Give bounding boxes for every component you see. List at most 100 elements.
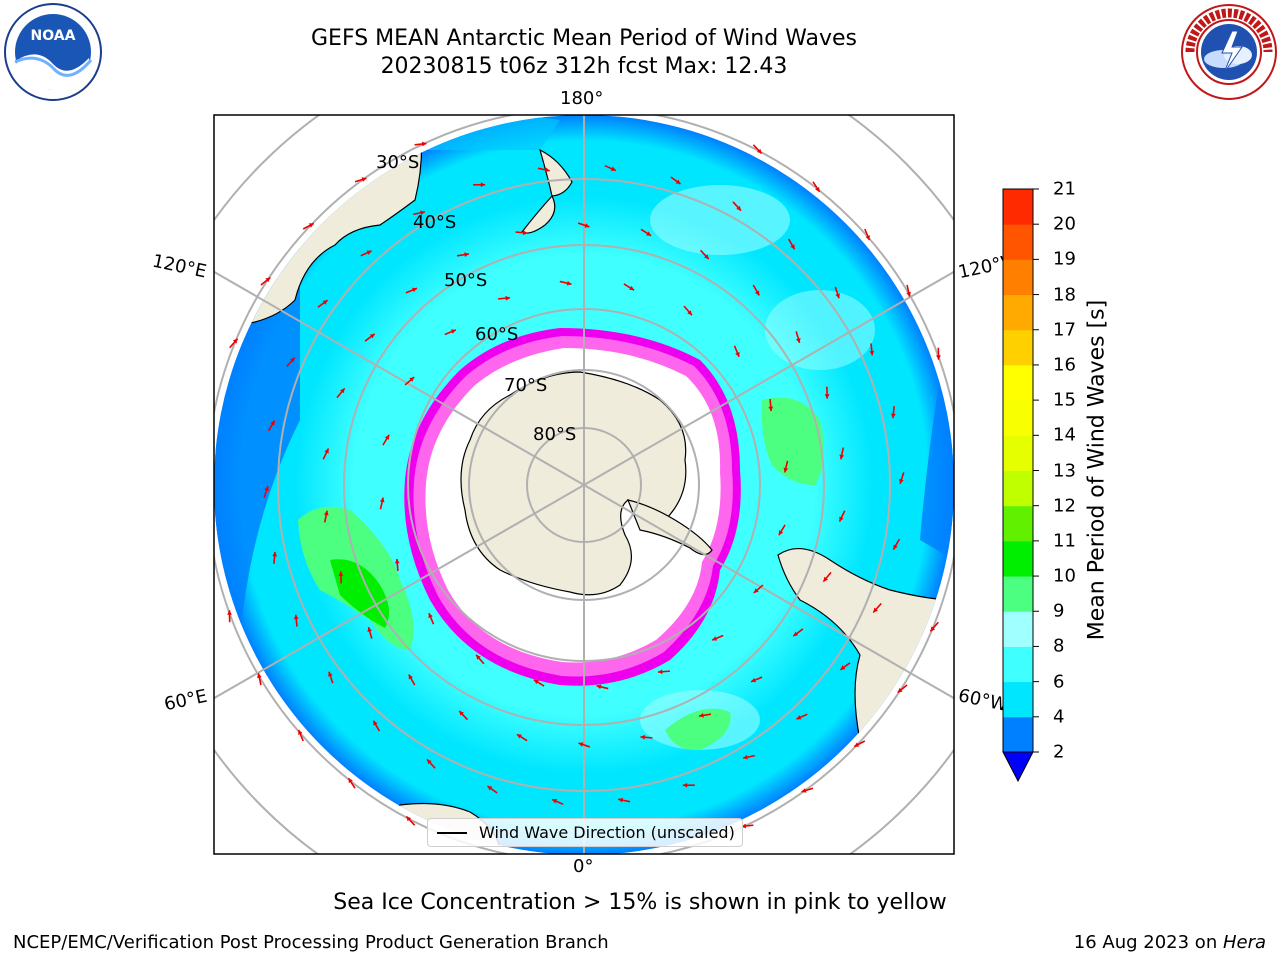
wave-arrow-head [795,338,801,343]
wave-arrow-head [544,167,550,173]
colorbar-tick-label: 11 [1053,530,1076,552]
nws-logo [1181,4,1277,100]
wave-arrow-head [308,223,314,228]
colorbar-tick-label: 17 [1053,319,1076,341]
svg-text:NOAA: NOAA [31,28,76,44]
colorbar-tick-label: 8 [1053,635,1065,657]
wave-arrow-head [322,300,328,305]
colorbar-tick-label: 14 [1053,424,1076,446]
wave-arrow-head [420,210,425,216]
long-period-core-indian [330,559,389,628]
wave-arrow-head [361,177,367,182]
colorbar-tick-label: 9 [1053,600,1065,622]
wave-arrow-head [897,687,903,693]
wave-arrow-head [323,510,329,516]
footer-branch: NCEP/EMC/Verification Post Processing Pr… [13,932,609,953]
colorbar-tick-label: 13 [1053,460,1076,481]
wave-arrow-head [756,148,762,154]
wave-arrow-head [865,235,870,241]
colorbar-tick-label: 12 [1053,495,1076,517]
wave-arrow-head [369,333,375,339]
land-antarctica [460,371,687,596]
wave-arrow-head [778,530,784,536]
wave-arrow-head [298,729,303,735]
wave-arrow-head [753,588,759,593]
wave-arrow-head [272,551,278,557]
wave-arrow-head [899,478,904,484]
colorbar-segment [1003,189,1033,225]
wave-arrow-head [227,610,232,615]
wave-arrow-head [324,448,329,454]
light-patch [650,185,790,255]
footer-host: Hera [1222,932,1266,953]
lon-label-top: 180° [560,88,604,109]
wave-arrow-head [712,636,718,641]
wave-arrow-head [930,626,936,632]
wave-arrow-head [596,684,602,690]
wave-arrow-head [754,290,760,296]
wave-arrow-head [743,754,748,760]
land-new-zealand-south [521,194,556,234]
wave-arrow-head [516,734,522,739]
colorbar-segment [1003,294,1033,331]
wave-arrow-head [646,231,652,236]
graticule [214,115,954,854]
wave-arrow-head [505,295,511,301]
colorbar-segment [1003,681,1033,718]
wave-arrow-head [270,420,275,426]
wave-arrow-head [936,355,941,360]
wave-arrow-head [480,182,486,188]
wave-arrow-head [735,351,740,357]
colorbar-segment [1003,505,1033,542]
wave-arrow-head [893,544,898,550]
wave-arrow-head [257,673,262,679]
land-new-zealand-north [539,148,573,197]
wave-arrow-head [657,669,663,675]
wave-arrow-head [406,816,412,822]
noaa-logo: NOAA [4,3,102,101]
wave-arrow-head [835,293,840,299]
colorbar-segment [1003,470,1033,507]
sea-ice-note: Sea Ice Concentration > 15% is shown in … [333,890,947,915]
colorbar-label: Mean Period of Wind Waves [s] [1084,299,1110,641]
wave-arrow-head [751,677,757,683]
wave-arrow-head [265,277,271,283]
lat-label-40s: 40°S [413,212,457,233]
colorbar-segment [1003,646,1033,683]
wave-arrow-head [394,558,400,564]
wave-arrow-head [824,394,830,399]
wave-arrow-head [906,291,911,297]
colorbar-tick-label: 2 [1053,741,1065,763]
wave-arrow-head [411,287,417,293]
wave-arrow-head [366,250,372,255]
map-legend: Wind Wave Direction (unscaled) [427,818,743,847]
wave-arrow-head [476,654,481,660]
wave-arrow-head [450,329,456,334]
lat-label-70s: 70°S [504,375,548,396]
wave-arrow-head [487,785,493,791]
wind-wave-arrows [227,141,941,829]
legend-line-sample [437,832,467,834]
wave-arrow-head [408,674,414,680]
wave-arrow-head [610,166,616,171]
wave-arrow-head [533,679,539,685]
wave-arrow-head [768,406,774,412]
wave-arrow-head [873,607,878,613]
wave-arrow-head [409,377,415,382]
wave-arrow-head [328,671,333,677]
chart-subtitle: 20230815 t06z 312h fcst Max: 12.43 [380,54,788,79]
wave-arrow-head [373,720,378,726]
wave-arrow-head [699,713,704,718]
wave-arrow-head [426,759,432,765]
colorbar-tick-label: 10 [1053,565,1076,587]
wave-arrow-head [290,357,295,363]
long-period-region-south [665,708,731,751]
wave-arrow-head [736,205,742,211]
wave-arrow-head [232,338,238,344]
wave-arrow-head [793,631,799,637]
colorbar-tick-label: 15 [1053,389,1076,411]
footer-date-text: 16 Aug 2023 on [1073,932,1223,953]
wave-arrow-head [522,230,528,236]
lat-label-80s: 80°S [533,424,577,445]
colorbar-segment [1003,400,1033,436]
